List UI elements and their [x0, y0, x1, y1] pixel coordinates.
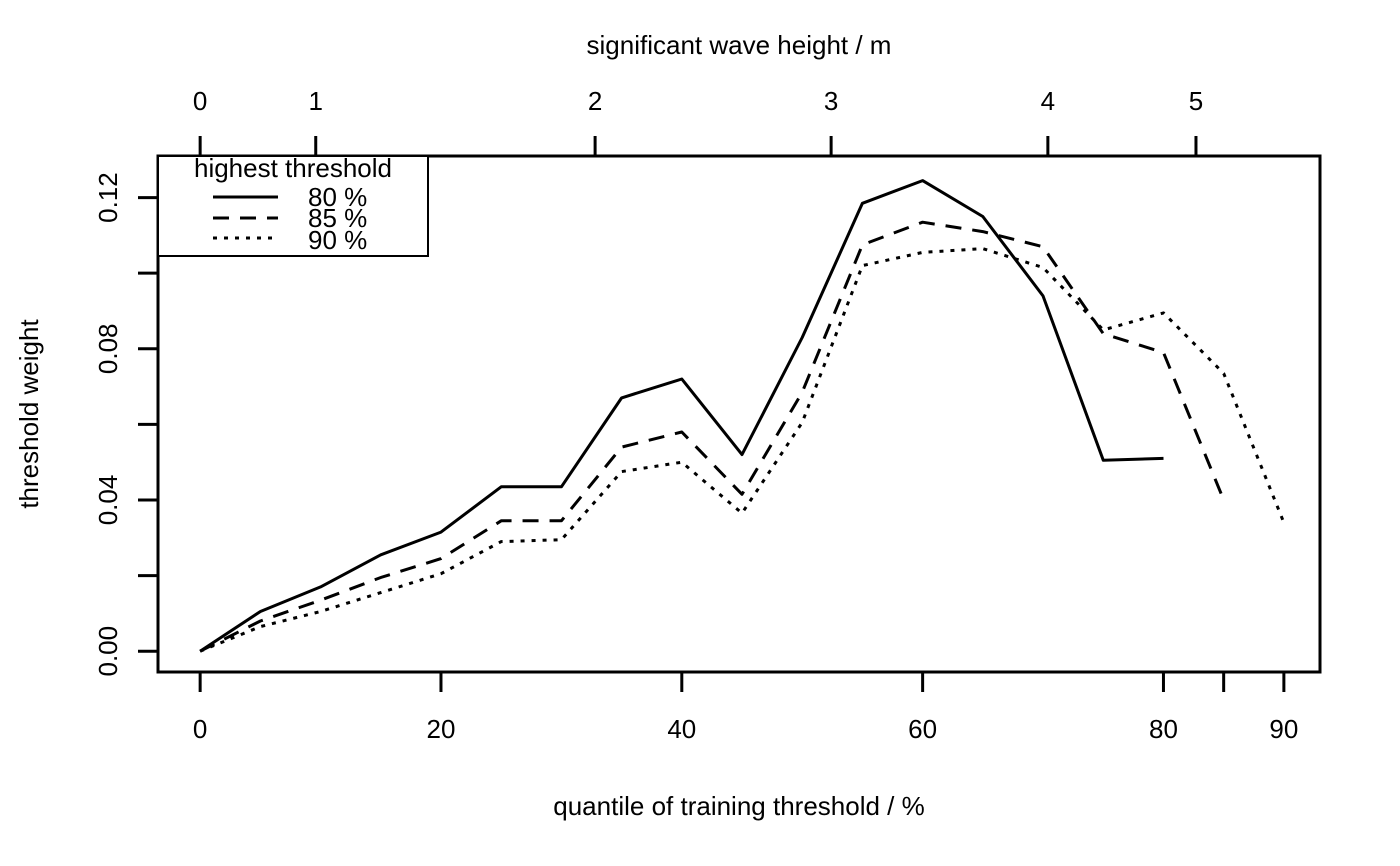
y-tick-label: 0.08	[93, 323, 123, 374]
legend-title: highest threshold	[194, 153, 392, 183]
top-tick-label: 3	[824, 86, 838, 116]
series-line-80	[199, 179, 1164, 653]
top-tick-label: 2	[588, 86, 602, 116]
legend-label-85: 85 %	[308, 203, 367, 233]
top-tick-label: 5	[1189, 86, 1203, 116]
x-tick-label: 40	[667, 714, 696, 744]
x-tick-label: 0	[193, 714, 207, 744]
y-tick-label: 0.12	[93, 172, 123, 223]
top-axis-label: significant wave height / m	[587, 30, 892, 60]
x-tick-label: 90	[1269, 714, 1298, 744]
plot-box	[156, 154, 1322, 674]
top-tick-label: 0	[193, 86, 207, 116]
top-tick-label: 4	[1041, 86, 1055, 116]
legend-box	[157, 155, 429, 257]
series-line-85	[199, 220, 1226, 653]
x-tick-label: 60	[908, 714, 937, 744]
x-tick-label: 20	[427, 714, 456, 744]
x-tick-label: 80	[1149, 714, 1178, 744]
y-tick-label: 0.00	[93, 626, 123, 677]
x-axis: 0 20 40 60 80 90	[193, 672, 1298, 744]
series-line-90	[199, 247, 1286, 653]
legend: highest threshold 80 % 85 % 90 %	[157, 153, 429, 257]
legend-label-90: 90 %	[308, 225, 367, 255]
x-axis-label: quantile of training threshold / %	[553, 791, 924, 821]
top-tick-label: 1	[309, 86, 323, 116]
y-tick-label: 0.04	[93, 475, 123, 526]
legend-label-80: 80 %	[308, 182, 367, 212]
y-axis-label: threshold weight	[14, 319, 44, 509]
series-layer	[199, 179, 1286, 653]
y-axis: 0.00 0.04 0.08 0.12	[93, 172, 158, 677]
top-axis: 0 1 2 3 4 5	[193, 86, 1203, 156]
